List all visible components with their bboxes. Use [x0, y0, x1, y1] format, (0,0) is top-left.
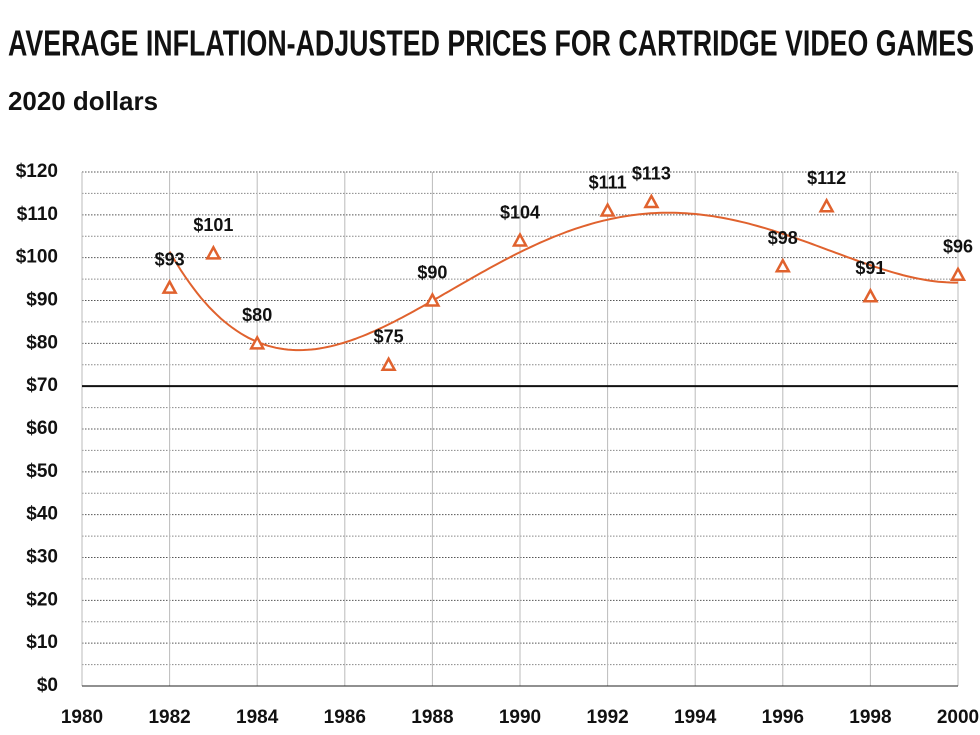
- marker: [818, 197, 835, 213]
- y-tick-label: $100: [16, 247, 58, 268]
- y-tick-label: $120: [16, 161, 58, 182]
- y-tick-label: $90: [26, 290, 58, 311]
- x-tick-label: 1990: [499, 707, 541, 728]
- x-tick-label: 1982: [148, 707, 190, 728]
- y-tick-label: $20: [26, 589, 58, 610]
- data-label: $104: [500, 202, 540, 222]
- x-tick-label: 1980: [61, 707, 103, 728]
- data-label: $80: [242, 305, 272, 325]
- chart-subtitle: 2020 dollars: [8, 86, 158, 116]
- data-label: $113: [632, 164, 671, 184]
- chart-title: AVERAGE INFLATION-ADJUSTED PRICES FOR CA…: [8, 23, 974, 64]
- data-label: $91: [855, 258, 885, 278]
- marker: [205, 244, 222, 260]
- data-label: $75: [374, 327, 404, 347]
- x-tick-label: 1986: [324, 707, 366, 728]
- data-label: $90: [417, 262, 447, 282]
- data-label: $111: [589, 172, 627, 192]
- y-tick-label: $30: [26, 547, 58, 568]
- y-tick-label: $50: [26, 461, 58, 482]
- x-tick-label: 1994: [674, 707, 717, 728]
- marker: [380, 356, 397, 371]
- marker: [424, 291, 441, 307]
- x-tick-label: 1992: [586, 707, 628, 728]
- data-label: $96: [943, 237, 973, 257]
- y-tick-label: $80: [26, 332, 58, 353]
- marker: [161, 279, 178, 294]
- x-tick-label: 1998: [849, 707, 891, 728]
- data-label: $93: [155, 249, 185, 269]
- y-tick-label: $70: [26, 375, 58, 396]
- marker: [599, 201, 616, 217]
- data-label: $112: [807, 168, 846, 188]
- x-tick-label: 1996: [762, 707, 804, 728]
- marker: [511, 231, 529, 247]
- marker: [862, 287, 879, 303]
- marker: [949, 266, 967, 282]
- trend-line: [168, 211, 958, 352]
- x-tick-label: 1988: [411, 707, 453, 728]
- x-tick-label: 2000: [937, 707, 979, 728]
- y-tick-label: $10: [26, 632, 58, 653]
- x-tick-label: 1984: [236, 707, 279, 728]
- data-label: $98: [768, 228, 798, 248]
- marker: [774, 257, 791, 273]
- y-tick-label: $0: [37, 675, 58, 696]
- data-label: $101: [193, 215, 233, 235]
- y-tick-label: $60: [26, 418, 58, 439]
- marker: [249, 334, 266, 350]
- marker: [643, 193, 660, 209]
- y-tick-label: $110: [17, 204, 58, 225]
- y-tick-label: $40: [26, 504, 58, 525]
